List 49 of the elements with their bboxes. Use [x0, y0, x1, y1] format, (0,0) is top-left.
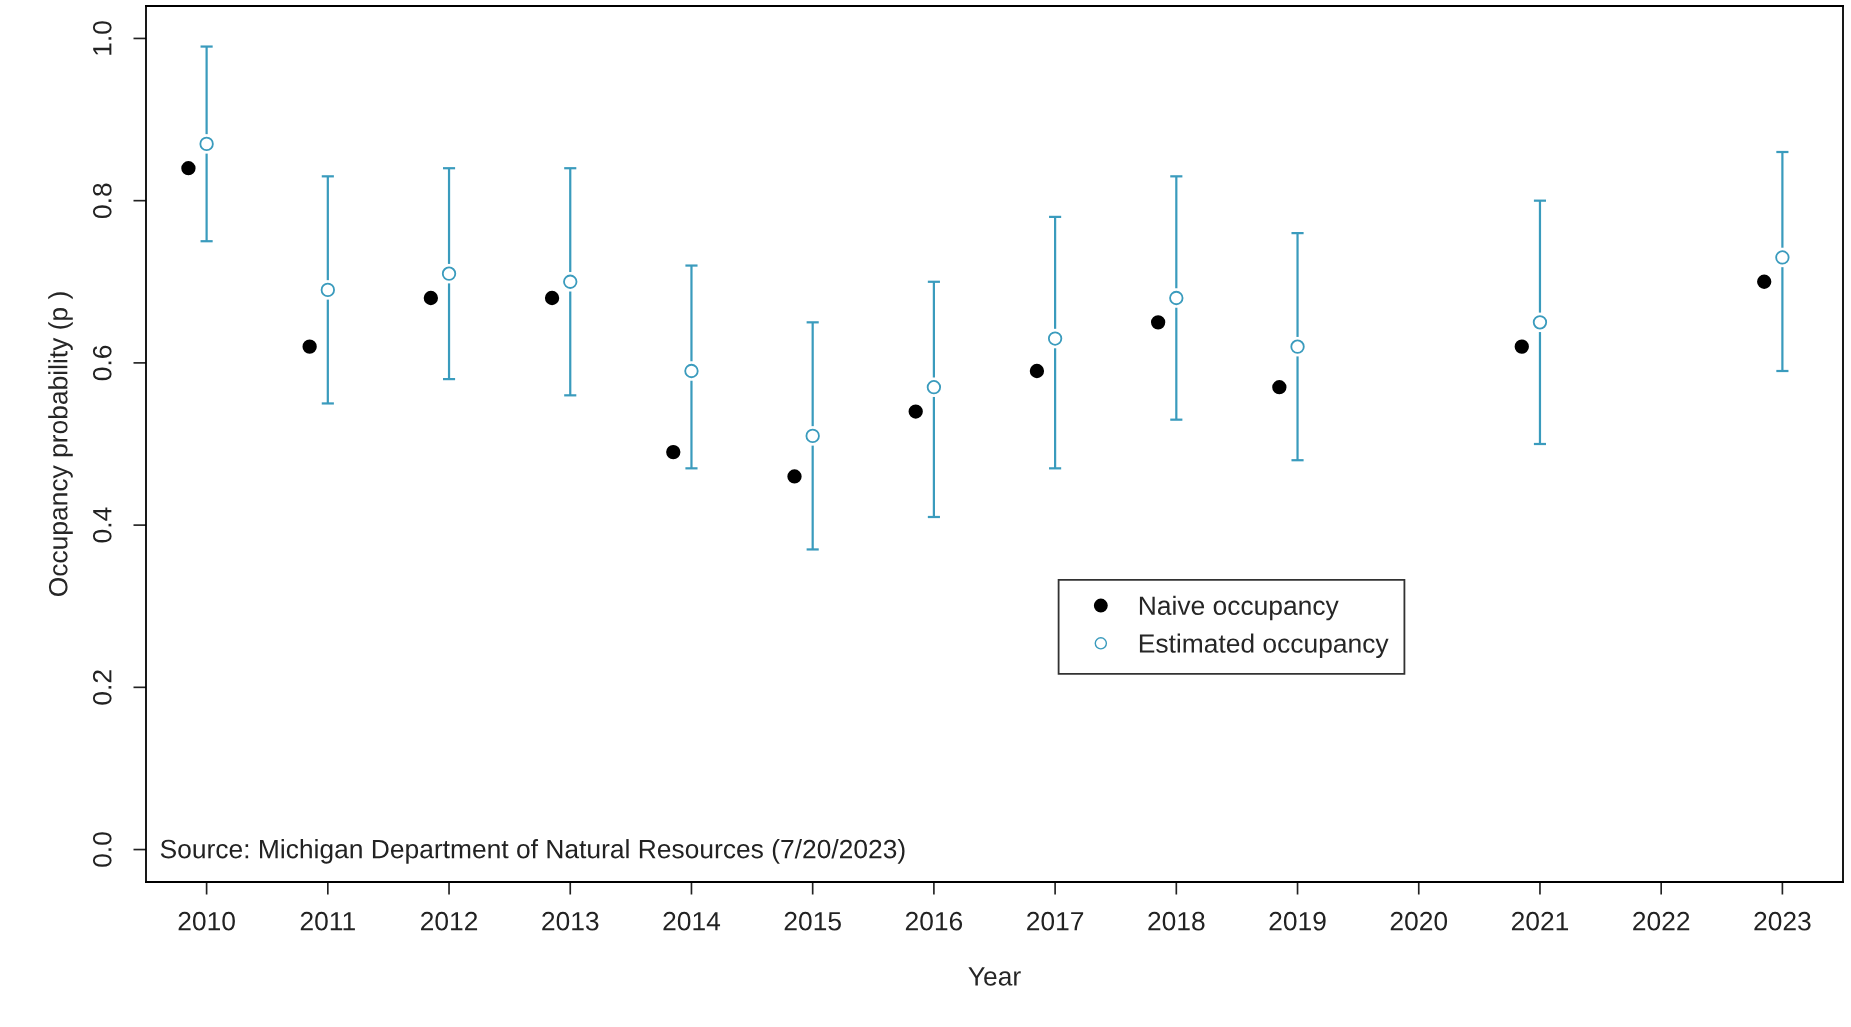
y-tick-label: 0.4	[92, 507, 112, 543]
point	[1514, 339, 1529, 354]
point	[1290, 339, 1305, 354]
annotation: Source: Michigan Department of Natural Resources (7/20/2023)	[160, 839, 905, 864]
point	[1169, 290, 1184, 306]
point	[805, 428, 820, 444]
x-tick-label: 2020	[1390, 911, 1448, 931]
point	[1775, 250, 1790, 265]
x-tick-label: 2018	[1148, 911, 1205, 931]
x-tick-label: 2015	[784, 911, 841, 931]
y-tick-label: 0.0	[92, 832, 112, 867]
legend-label: Estimated occupancy	[1139, 633, 1389, 659]
legend-label: Naive occupancy	[1139, 595, 1339, 621]
point	[666, 444, 681, 460]
point	[1029, 363, 1045, 379]
x-tick-label: 2013	[542, 911, 599, 931]
point	[1757, 274, 1772, 289]
point	[423, 290, 439, 306]
y-tick-label: 0.2	[92, 670, 112, 705]
y-tick-label: 1.0	[92, 21, 112, 55]
x-tick-label: 2019	[1269, 911, 1326, 931]
point	[684, 363, 699, 379]
point	[181, 161, 196, 176]
x-tick-label: 2022	[1633, 911, 1690, 931]
point	[302, 339, 317, 354]
x-tick-label: 2011	[300, 911, 355, 931]
x-tick-label: 2016	[905, 911, 963, 931]
point	[563, 274, 578, 289]
point	[1532, 315, 1548, 330]
x-axis-title: Year	[968, 967, 1021, 986]
y-axis-title: Occupancy probability (p )	[48, 292, 73, 597]
point	[926, 380, 942, 395]
point	[544, 290, 560, 306]
point	[1047, 331, 1063, 346]
point	[787, 469, 802, 484]
point	[908, 404, 923, 419]
x-tick-label: 2023	[1754, 911, 1811, 931]
x-tick-label: 2017	[1027, 911, 1084, 931]
x-tick-label: 2012	[421, 911, 478, 931]
x-tick-label: 2014	[663, 911, 721, 931]
point	[320, 282, 335, 298]
point	[1150, 315, 1166, 330]
point	[441, 266, 457, 281]
x-tick-label: 2021	[1511, 911, 1569, 931]
y-tick-label: 0.6	[92, 345, 112, 381]
point	[199, 136, 214, 152]
point	[1272, 380, 1287, 395]
x-tick-label: 2010	[178, 911, 235, 931]
y-tick-label: 0.8	[92, 183, 112, 218]
